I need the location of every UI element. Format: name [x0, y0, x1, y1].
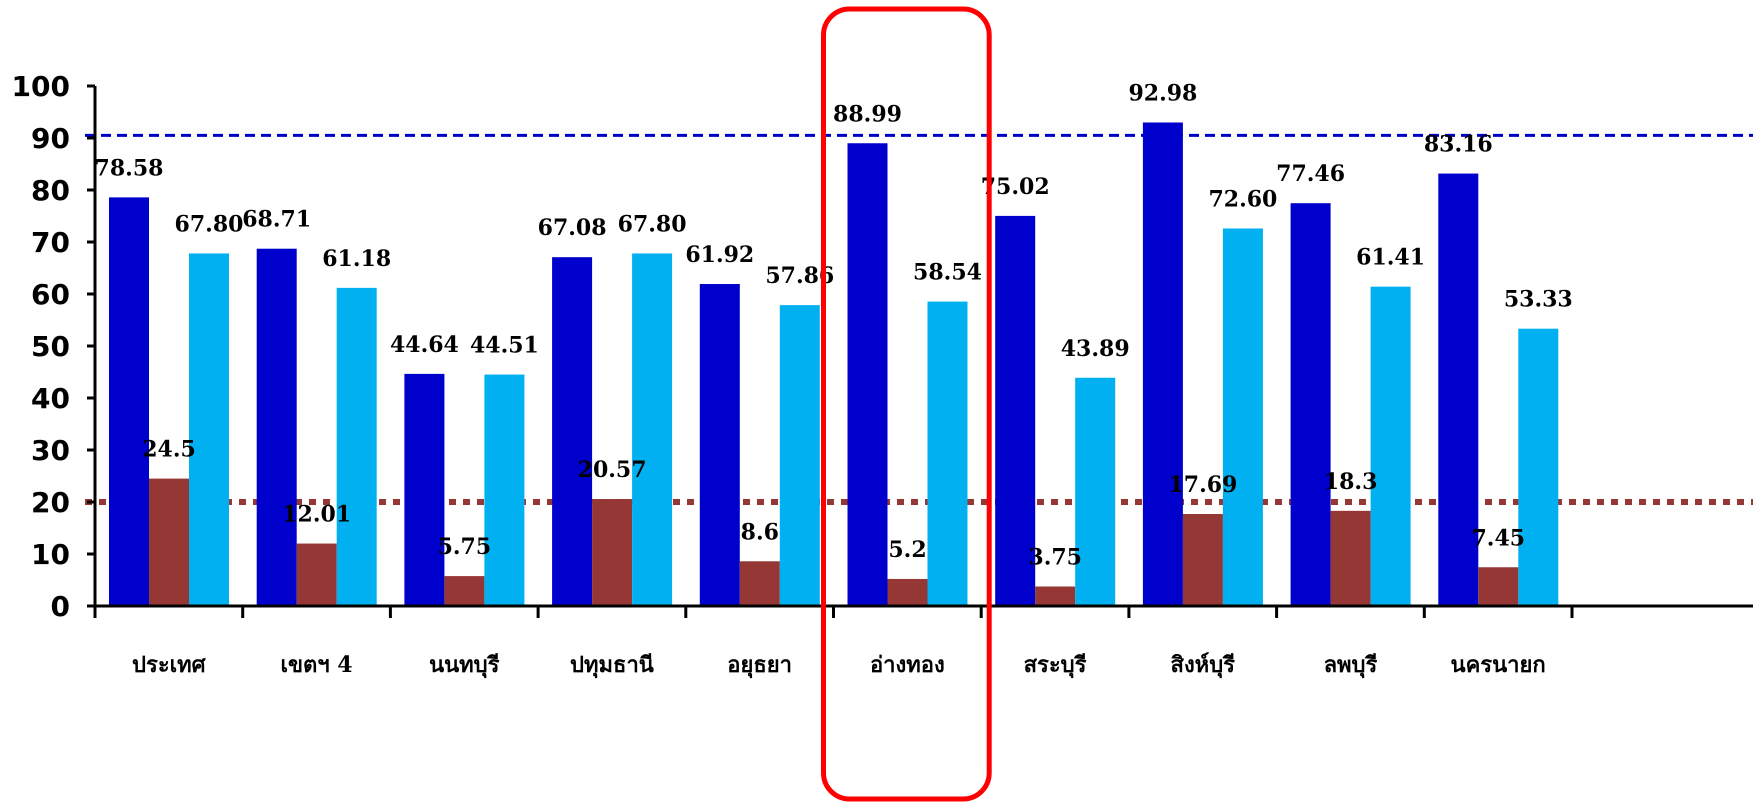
axes: [87, 84, 1753, 618]
data-label-s1-1: 68.71: [242, 207, 311, 233]
y-tick-label: 100: [12, 70, 70, 103]
y-tick-label: 40: [31, 382, 70, 415]
bar-s2-6: [1035, 586, 1076, 606]
bar-s1-5: [847, 143, 888, 606]
y-tick-label: 60: [31, 278, 70, 311]
bar-s3-0: [189, 253, 229, 606]
highlight-rectangle: [821, 6, 992, 802]
data-label-s2-6: 3.75: [1028, 545, 1082, 571]
bars: [109, 122, 1559, 607]
bar-s2-3: [592, 499, 633, 606]
data-label-s2-4: 8.6: [741, 519, 779, 545]
y-tick-label: 0: [51, 590, 70, 623]
bar-s1-3: [552, 257, 593, 606]
data-label-s2-5: 5.2: [888, 537, 926, 563]
bar-s3-3: [632, 253, 673, 606]
data-labels: 78.5824.567.8068.7112.0161.1844.645.7544…: [95, 81, 1573, 571]
data-label-s1-0: 78.58: [95, 155, 164, 181]
bar-s3-2: [484, 374, 525, 606]
y-tick-label: 30: [31, 434, 70, 467]
x-axis-ticks: ประเทศ เขตฯ 4 นนทบุรี ปทุมธานี อยุธยา อ่างทอง…: [132, 652, 1546, 679]
bar-s1-1: [256, 248, 297, 606]
bar-s3-6: [1075, 377, 1116, 606]
bar-s2-0: [149, 478, 189, 606]
x-tick-label: อ่างทอง: [870, 652, 945, 678]
highlight-box: [821, 6, 992, 802]
data-label-s1-3: 67.08: [538, 215, 607, 241]
x-tick-label: นครนายก: [1451, 652, 1546, 678]
bar-s1-8: [1290, 203, 1331, 606]
bar-s3-4: [779, 305, 820, 606]
data-label-s1-9: 83.16: [1424, 132, 1493, 158]
bar-s2-5: [887, 578, 928, 606]
data-label-s3-6: 43.89: [1061, 336, 1130, 362]
data-label-s1-8: 77.46: [1276, 161, 1345, 187]
data-label-s3-0: 67.80: [175, 211, 244, 237]
data-label-s1-7: 92.98: [1128, 81, 1197, 107]
bar-s3-9: [1518, 328, 1559, 606]
bar-s1-0: [109, 197, 149, 606]
bar-s3-8: [1370, 286, 1411, 606]
data-label-s2-2: 5.75: [438, 534, 492, 560]
data-label-s2-8: 18.3: [1324, 469, 1378, 495]
x-tick-label: สระบุรี: [1024, 652, 1087, 679]
x-tick-label: ปทุมธานี: [570, 652, 654, 679]
data-label-s3-7: 72.60: [1208, 186, 1277, 212]
y-tick-label: 50: [31, 330, 70, 363]
bar-s1-2: [404, 373, 445, 606]
bar-s1-9: [1438, 173, 1479, 606]
reference-lines: [85, 133, 1753, 505]
y-tick-label: 70: [31, 226, 70, 259]
data-label-s3-8: 61.41: [1356, 245, 1425, 271]
data-label-s1-4: 61.92: [685, 242, 754, 268]
data-label-s1-5: 88.99: [833, 101, 902, 127]
y-tick-label: 20: [31, 486, 70, 519]
bar-s2-1: [296, 543, 337, 606]
bar-s2-7: [1182, 514, 1223, 606]
data-label-s2-7: 17.69: [1168, 472, 1237, 498]
data-label-s1-6: 75.02: [981, 174, 1050, 200]
y-tick-label: 10: [31, 538, 70, 571]
bar-s2-9: [1478, 567, 1519, 606]
bar-s3-1: [336, 287, 377, 606]
data-label-s2-9: 7.45: [1472, 525, 1526, 551]
data-label-s2-0: 24.5: [142, 437, 196, 463]
y-tick-label: 90: [31, 122, 70, 155]
data-label-s3-3: 67.80: [618, 211, 687, 237]
y-axis-ticks: 0 10 20 30 40 50 60 70 80 90 100: [12, 70, 70, 623]
bar-s3-5: [927, 301, 968, 606]
bar-s1-7: [1142, 122, 1183, 606]
bar-s3-7: [1222, 228, 1263, 607]
bar-s2-2: [444, 576, 485, 606]
data-label-s3-1: 61.18: [322, 246, 391, 272]
data-label-s3-2: 44.51: [470, 333, 539, 359]
data-label-s2-3: 20.57: [578, 457, 647, 483]
bar-s2-8: [1330, 510, 1371, 606]
y-tick-label: 80: [31, 174, 70, 207]
x-tick-label: นนทบุรี: [429, 652, 500, 679]
data-label-s1-2: 44.64: [390, 332, 459, 358]
bar-s1-6: [995, 215, 1036, 606]
data-label-s2-1: 12.01: [282, 502, 351, 528]
data-label-s3-5: 58.54: [913, 260, 982, 286]
data-label-s3-9: 53.33: [1504, 287, 1573, 313]
x-tick-label: ประเทศ: [132, 652, 207, 678]
bar-s2-4: [739, 561, 780, 606]
x-tick-label: เขตฯ 4: [280, 652, 352, 678]
bar-s1-4: [699, 284, 740, 606]
x-tick-label: อยุธยา: [727, 652, 792, 679]
x-tick-label: ลพบุรี: [1324, 652, 1378, 679]
x-tick-label: สิงห์บุรี: [1171, 652, 1236, 679]
